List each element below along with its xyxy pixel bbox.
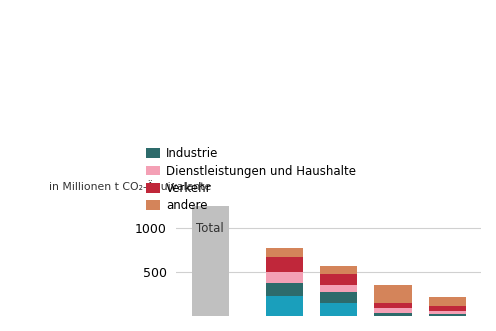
Bar xyxy=(429,306,466,311)
Bar xyxy=(320,292,358,303)
Bar xyxy=(266,257,304,272)
Bar xyxy=(320,285,358,292)
Bar xyxy=(266,272,304,283)
Bar xyxy=(429,298,466,306)
Text: in Millionen t CO₂-Äquivalente: in Millionen t CO₂-Äquivalente xyxy=(49,180,211,192)
Bar xyxy=(374,285,412,303)
Bar xyxy=(429,314,466,316)
Bar xyxy=(266,283,304,296)
Bar xyxy=(429,311,466,314)
Bar xyxy=(320,266,358,274)
Bar xyxy=(266,296,304,316)
Bar xyxy=(374,308,412,313)
Bar xyxy=(320,274,358,285)
Bar xyxy=(266,249,304,257)
Legend: Industrie, Dienstleistungen und Haushalte, Verkehr, andere: Industrie, Dienstleistungen und Haushalt… xyxy=(146,147,356,212)
Bar xyxy=(320,303,358,316)
Text: Total: Total xyxy=(196,222,224,235)
Bar xyxy=(374,303,412,308)
Bar xyxy=(191,206,229,316)
Bar xyxy=(374,313,412,316)
